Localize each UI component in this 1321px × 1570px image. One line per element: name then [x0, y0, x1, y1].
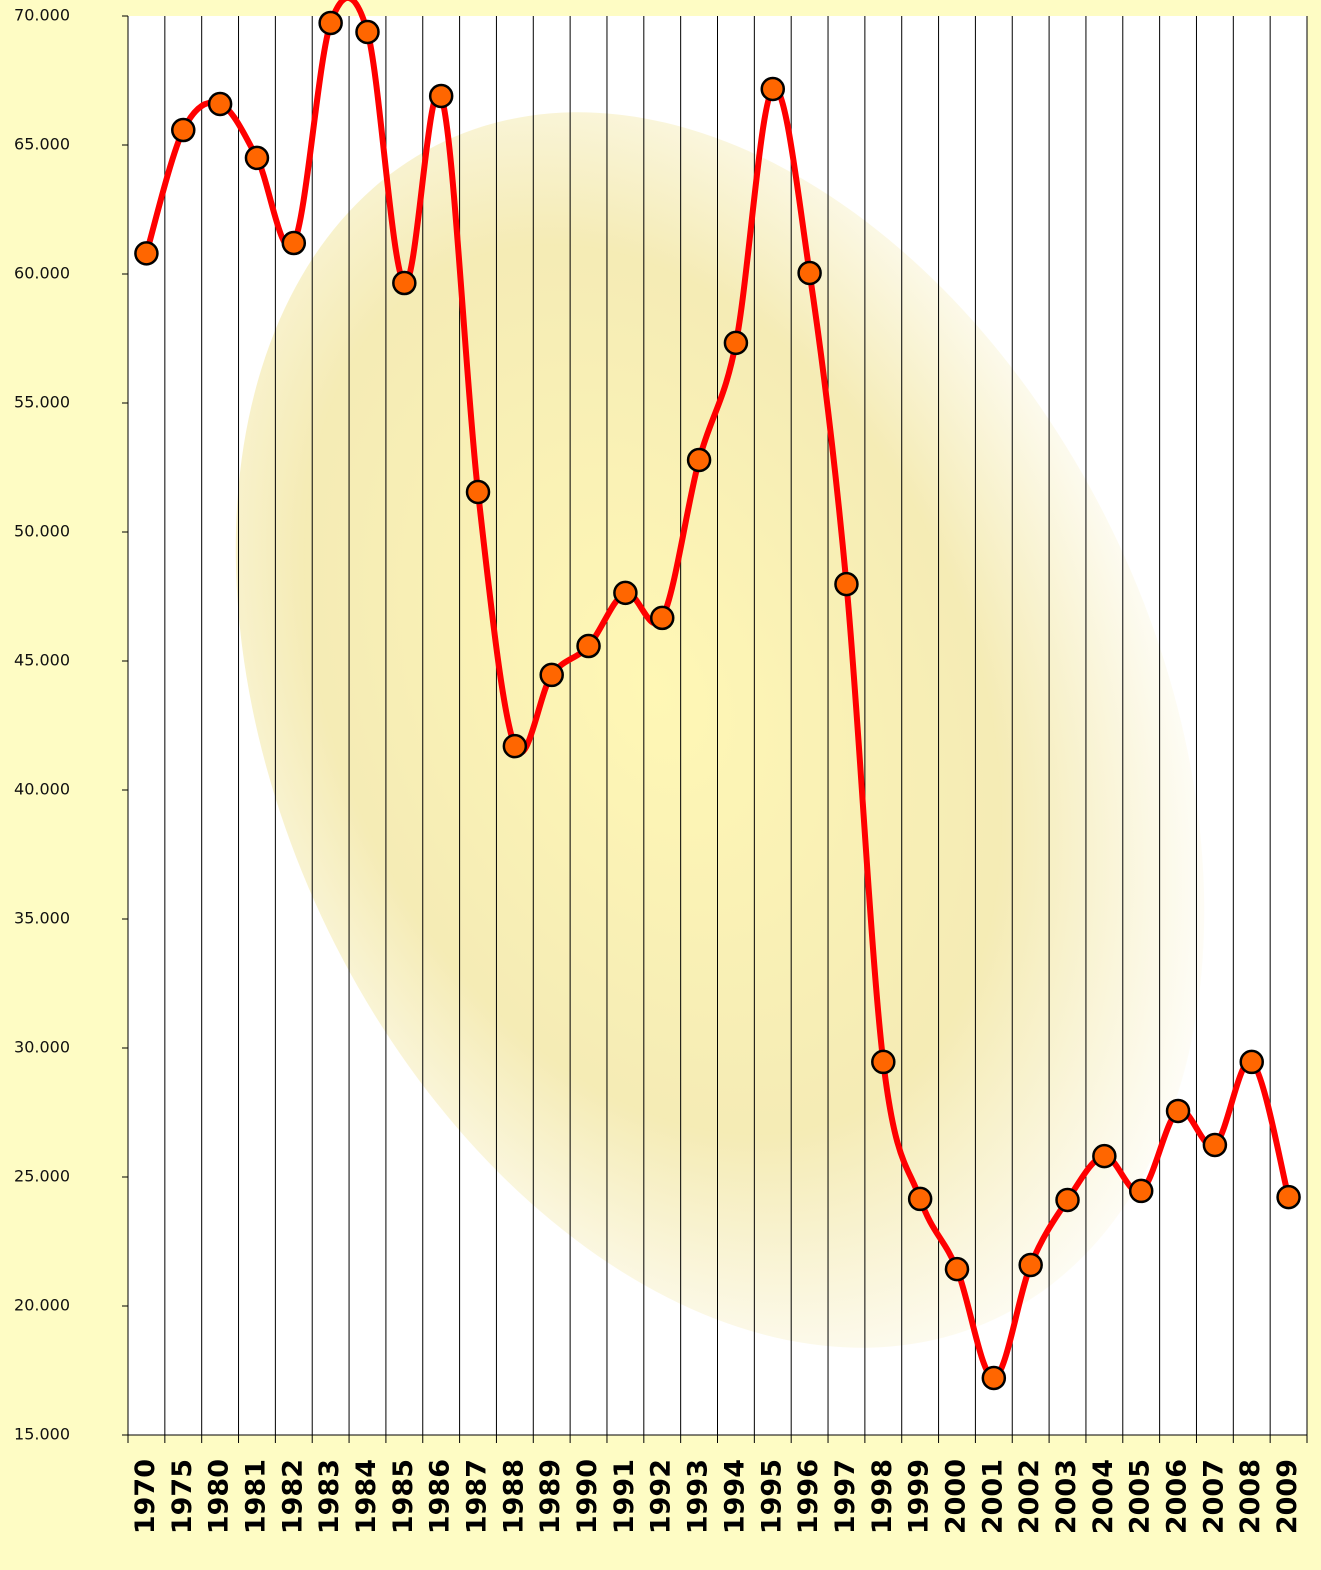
marker: [797, 260, 822, 286]
marker: [355, 19, 380, 45]
y-tick-label: 15.000: [14, 1425, 70, 1444]
x-tick-label: 1997: [830, 1459, 861, 1534]
marker: [1092, 1143, 1117, 1169]
marker: [465, 479, 491, 505]
marker: [981, 1365, 1007, 1391]
marker: [1276, 1184, 1301, 1210]
y-tick-label: 25.000: [14, 1167, 70, 1186]
marker: [539, 662, 564, 688]
marker: [649, 605, 675, 631]
marker: [134, 241, 159, 266]
x-tick-label: 1986: [425, 1459, 456, 1534]
x-tick-label: 1999: [904, 1459, 935, 1534]
marker: [171, 117, 196, 143]
x-tick-label: 1987: [462, 1459, 493, 1534]
marker: [576, 633, 601, 659]
x-tick-label: 1998: [867, 1459, 898, 1534]
x-tick-label: 1985: [388, 1459, 419, 1534]
x-tick-label: 1995: [756, 1459, 787, 1534]
y-tick-label: 60.000: [14, 264, 70, 283]
x-tick-label: 1980: [204, 1459, 235, 1534]
marker: [1165, 1098, 1191, 1124]
x-tick-label: 2009: [1272, 1459, 1303, 1534]
x-tick-label: 2000: [940, 1459, 971, 1534]
x-tick-label: 1975: [167, 1459, 198, 1534]
marker: [244, 145, 270, 171]
x-tick-label: 2004: [1088, 1459, 1119, 1534]
y-tick-label: 50.000: [14, 522, 70, 541]
marker: [944, 1256, 970, 1282]
x-tick-label: 2005: [1125, 1459, 1156, 1534]
y-tick-label: 45.000: [14, 651, 70, 670]
butter-image: [235, 112, 1205, 1348]
x-tick-label: 1990: [572, 1459, 603, 1534]
y-tick-label: 55.000: [14, 393, 70, 412]
x-tick-label: 1993: [683, 1459, 714, 1534]
marker: [907, 1186, 933, 1212]
y-tick-label: 70.000: [14, 6, 70, 25]
x-tick-label: 1988: [498, 1459, 529, 1534]
x-tick-label: 1981: [240, 1459, 271, 1534]
marker: [613, 580, 638, 606]
marker: [281, 230, 307, 256]
x-tick-label: 1984: [351, 1459, 382, 1534]
y-tick-label: 65.000: [14, 135, 70, 154]
marker: [871, 1049, 896, 1075]
x-tick-label: 2007: [1198, 1459, 1229, 1534]
marker: [1239, 1049, 1264, 1075]
x-tick-label: 1983: [314, 1459, 345, 1534]
marker: [392, 270, 417, 296]
x-tick-label: 1996: [793, 1459, 824, 1534]
x-tick-label: 1991: [609, 1459, 640, 1534]
marker: [760, 76, 786, 102]
series-line: [143, 0, 1292, 1381]
x-tick-label: 1970: [130, 1459, 161, 1534]
marker: [318, 10, 343, 36]
marker: [686, 447, 712, 473]
marker: [1018, 1252, 1043, 1278]
marker: [207, 91, 233, 117]
marker: [834, 571, 859, 597]
y-tick-label: 40.000: [14, 780, 70, 799]
marker: [1055, 1187, 1080, 1213]
x-tick-label: 1992: [646, 1459, 677, 1534]
marker: [1128, 1178, 1154, 1204]
marker: [1202, 1132, 1228, 1158]
marker: [428, 83, 454, 109]
x-tick-label: 1982: [277, 1459, 308, 1534]
marker: [502, 733, 528, 759]
y-tick-label: 35.000: [14, 909, 70, 928]
x-tick-label: 2008: [1235, 1459, 1266, 1534]
x-tick-label: 2002: [1014, 1459, 1045, 1534]
x-tick-label: 2001: [977, 1459, 1008, 1534]
x-tick-label: 1989: [535, 1459, 566, 1534]
y-tick-label: 20.000: [14, 1296, 70, 1315]
x-tick-label: 2003: [1051, 1459, 1082, 1534]
y-tick-label: 30.000: [14, 1038, 70, 1057]
marker: [723, 330, 749, 356]
x-tick-label: 2006: [1162, 1459, 1193, 1534]
x-tick-label: 1994: [719, 1459, 750, 1534]
